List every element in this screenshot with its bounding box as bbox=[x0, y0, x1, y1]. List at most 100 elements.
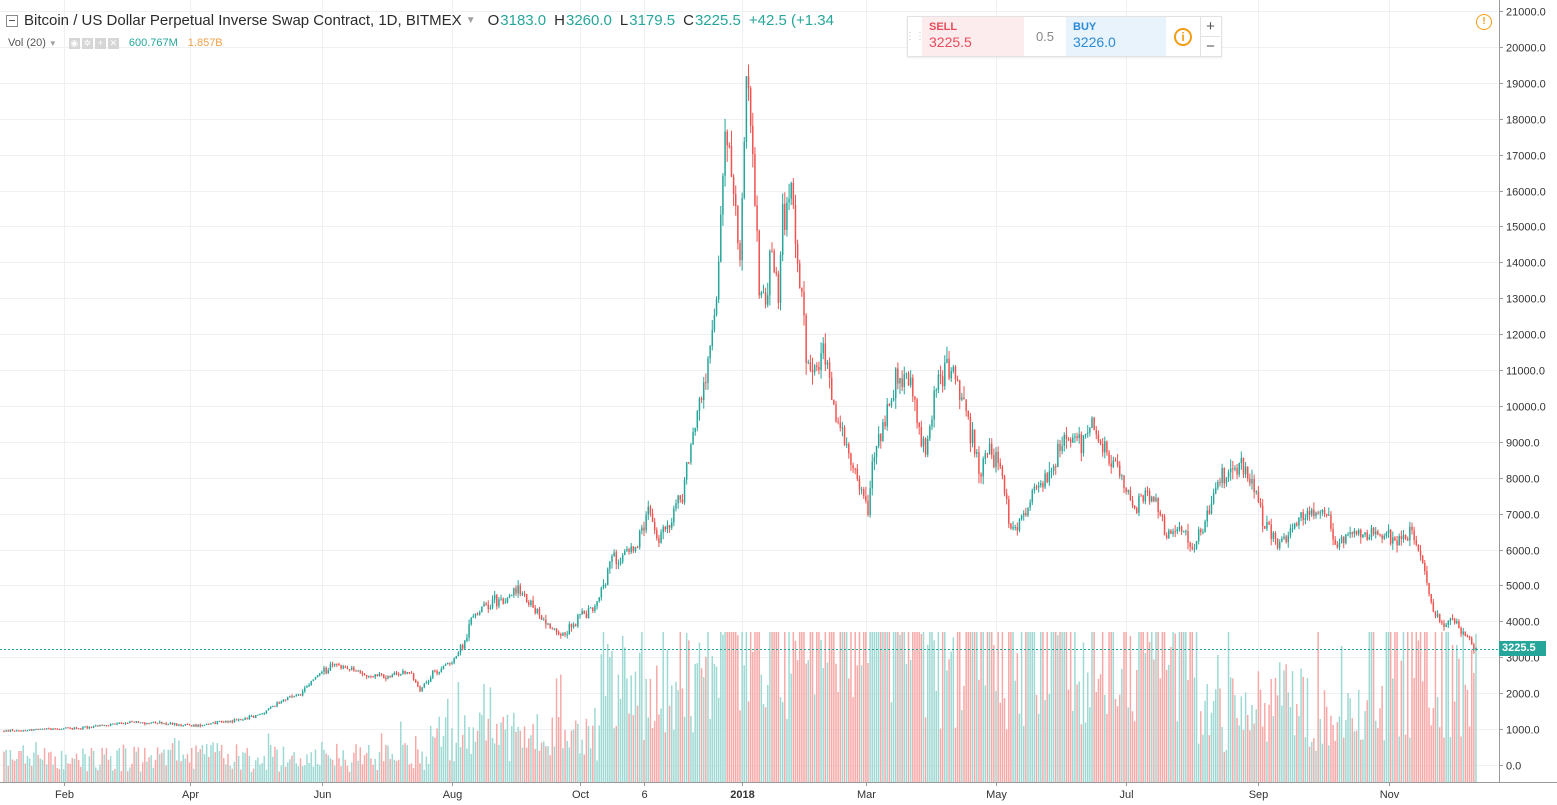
volume-bar bbox=[585, 718, 588, 782]
chevron-down-icon[interactable]: ▼ bbox=[465, 15, 476, 26]
candle-body bbox=[609, 561, 611, 569]
volume-bar bbox=[248, 756, 251, 782]
candle-body bbox=[837, 421, 839, 423]
volume-bar bbox=[222, 758, 225, 782]
volume-bar bbox=[1031, 632, 1034, 782]
candle-body bbox=[274, 705, 276, 707]
plus-icon[interactable]: + bbox=[94, 37, 106, 49]
candle-body bbox=[1460, 627, 1462, 634]
volume-bar bbox=[9, 750, 12, 782]
candle-body bbox=[828, 362, 831, 378]
candle-body bbox=[713, 314, 716, 331]
eye-icon[interactable]: ◉ bbox=[68, 37, 80, 49]
candle-body bbox=[101, 724, 103, 726]
volume-bar bbox=[1163, 632, 1166, 782]
candle-body bbox=[442, 665, 445, 669]
candle-body bbox=[261, 713, 263, 715]
candle-body bbox=[937, 374, 940, 390]
volume-bar bbox=[1133, 721, 1136, 782]
candle-body bbox=[929, 426, 931, 439]
symbol-title[interactable]: Bitcoin / US Dollar Perpetual Inverse Sw… bbox=[24, 12, 462, 29]
increase-button[interactable]: + bbox=[1201, 17, 1220, 37]
volume-bar bbox=[180, 761, 182, 782]
gear-icon[interactable]: ✲ bbox=[81, 37, 93, 49]
volume-bar bbox=[1383, 740, 1386, 782]
volume-bar bbox=[570, 730, 573, 782]
drag-handle[interactable]: ⋮⋮ bbox=[905, 31, 925, 42]
collapse-legend-button[interactable] bbox=[6, 14, 18, 27]
volume-bar bbox=[376, 769, 379, 782]
info-button[interactable]: i bbox=[1166, 17, 1200, 56]
alert-icon[interactable]: ! bbox=[1476, 14, 1492, 30]
candle-body bbox=[1157, 497, 1159, 512]
volume-bar bbox=[257, 757, 259, 782]
volume-bar bbox=[1255, 709, 1258, 782]
candle-body bbox=[1212, 493, 1215, 504]
volume-bar bbox=[1225, 749, 1228, 782]
candle-body bbox=[37, 729, 39, 731]
volume-bar bbox=[1146, 632, 1149, 782]
candle-body bbox=[77, 728, 80, 730]
candle-body bbox=[1018, 519, 1021, 531]
candle-body bbox=[282, 699, 285, 702]
candle-body bbox=[1114, 460, 1117, 462]
candle-body bbox=[208, 723, 210, 725]
volume-bar bbox=[1347, 693, 1349, 782]
candle-body bbox=[84, 726, 86, 728]
volume-bar bbox=[156, 747, 159, 782]
price-axis[interactable]: 21000.0 20000.0 19000.0 18000.0 17000.0 16000… bbox=[1499, 7, 1546, 773]
volume-bar bbox=[240, 769, 242, 782]
volume-label[interactable]: Vol (20) bbox=[8, 37, 46, 49]
volume-bar bbox=[363, 755, 366, 782]
volume-bar bbox=[1449, 737, 1452, 782]
price-tick-label: 5000.0 bbox=[1506, 581, 1540, 593]
candle-body bbox=[894, 368, 897, 399]
candle-body bbox=[638, 530, 641, 548]
candle-body bbox=[99, 724, 101, 727]
volume-bar bbox=[521, 747, 524, 782]
volume-bar bbox=[698, 642, 701, 782]
volume-bar bbox=[267, 733, 270, 782]
time-tick-label: 6 bbox=[641, 789, 647, 801]
volume-bar bbox=[852, 697, 854, 782]
volume-bar bbox=[30, 765, 33, 782]
candle-body bbox=[897, 368, 899, 384]
decrease-button[interactable]: − bbox=[1206, 38, 1215, 55]
volume-bar bbox=[365, 752, 368, 782]
time-tick-label: Jun bbox=[314, 789, 332, 801]
candle-body bbox=[318, 673, 321, 676]
candle-body bbox=[178, 724, 180, 726]
buy-button[interactable]: BUY 3226.0 bbox=[1066, 17, 1166, 56]
time-axis[interactable]: Feb Apr Jun Aug Oct 6 2018 Mar May Jul Sep Nov bbox=[55, 782, 1400, 801]
candle-body bbox=[926, 438, 929, 455]
volume-bar bbox=[1456, 644, 1458, 782]
candle-body bbox=[860, 489, 863, 491]
volume-bar bbox=[461, 734, 464, 782]
volume-bar bbox=[901, 632, 903, 782]
candle-body bbox=[340, 665, 342, 669]
volume-bar bbox=[1168, 664, 1170, 782]
price-tick-label: 7000.0 bbox=[1506, 510, 1540, 522]
close-icon[interactable]: ✕ bbox=[107, 37, 119, 49]
volume-bar bbox=[1185, 632, 1187, 782]
volume-bar bbox=[1022, 725, 1025, 782]
volume-bar bbox=[1466, 689, 1469, 782]
volume-bar bbox=[1353, 731, 1356, 782]
volume-bar bbox=[1379, 708, 1381, 782]
volume-bar bbox=[393, 759, 396, 782]
volume-bar bbox=[33, 752, 35, 782]
volume-bar bbox=[798, 632, 801, 782]
buy-label: BUY bbox=[1073, 21, 1097, 33]
volume-bar bbox=[826, 662, 829, 782]
volume-bar bbox=[190, 747, 193, 782]
chevron-down-icon[interactable]: ▼ bbox=[48, 38, 57, 48]
sell-button[interactable]: SELL 3225.5 bbox=[922, 17, 1024, 56]
candle-body bbox=[557, 632, 560, 635]
candle-body bbox=[1121, 475, 1123, 477]
volume-bar bbox=[848, 678, 850, 782]
volume-bar bbox=[980, 632, 982, 782]
candle-body bbox=[1362, 534, 1364, 538]
volume-bar bbox=[233, 761, 236, 782]
candle-body bbox=[468, 624, 470, 638]
